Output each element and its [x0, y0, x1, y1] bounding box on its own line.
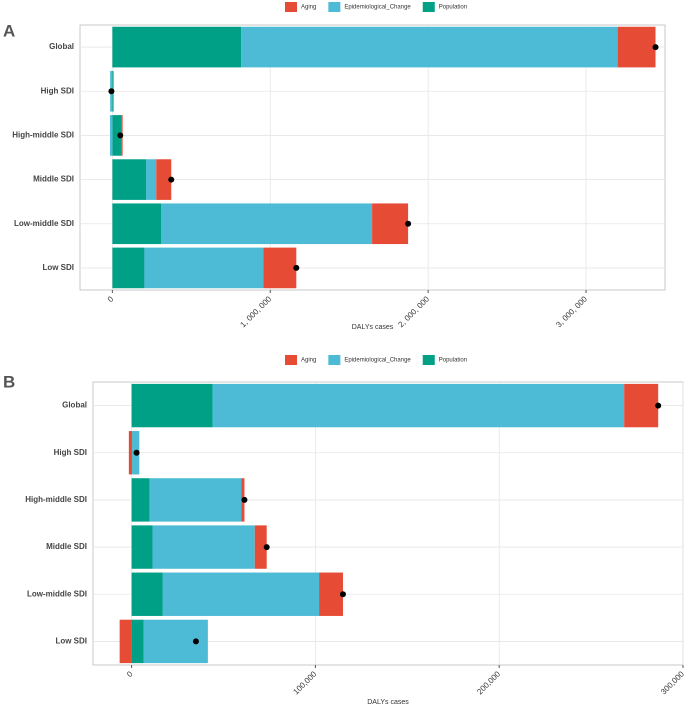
bar-segment — [161, 203, 373, 245]
bar-segment — [152, 525, 255, 569]
y-tick-label: Global — [62, 401, 87, 410]
bar-segment — [131, 431, 133, 475]
legend-swatch — [328, 2, 341, 12]
bar-segment — [156, 159, 172, 200]
x-axis-title: DALYs cases — [367, 699, 409, 706]
bar-segment — [146, 159, 157, 200]
bar-segment — [144, 247, 264, 289]
legend-swatch — [285, 355, 297, 365]
y-tick-label: High-middle SDI — [25, 495, 87, 504]
bar-segment — [112, 115, 122, 156]
legend-label: Population — [439, 358, 467, 364]
y-tick-label: Low SDI — [42, 263, 74, 272]
legend-label: Aging — [301, 5, 316, 11]
bar-segment — [131, 619, 144, 664]
bar-segment — [617, 26, 656, 68]
total-dot — [241, 496, 248, 503]
bar-segment — [241, 26, 618, 68]
bar-segment — [131, 383, 213, 428]
y-tick-label: Middle SDI — [46, 542, 87, 551]
panel-label: B — [3, 372, 15, 391]
total-dot — [117, 132, 124, 139]
bar-segment — [112, 247, 145, 289]
total-dot — [405, 220, 412, 227]
legend-swatch — [422, 2, 435, 12]
x-tick-label: 0 — [106, 294, 116, 304]
bar-segment — [112, 159, 147, 200]
bar-segment — [119, 619, 132, 664]
bar-segment — [149, 478, 242, 522]
bar-segment — [162, 572, 320, 616]
bar-segment — [131, 478, 150, 522]
total-dot — [655, 402, 662, 409]
total-dot — [108, 88, 115, 95]
legend-swatch — [422, 355, 435, 365]
bar-segment — [254, 525, 267, 569]
total-dot — [652, 44, 659, 51]
x-axis-title: DALYs cases — [352, 324, 394, 331]
panel-label: A — [3, 21, 15, 40]
legend-label: Aging — [301, 358, 316, 364]
bar-segment — [112, 203, 162, 245]
total-dot — [168, 176, 175, 183]
bar-segment — [131, 572, 163, 616]
legend-swatch — [328, 355, 341, 365]
total-dot — [133, 449, 140, 456]
x-tick-label: 100,000 — [291, 669, 318, 696]
total-dot — [293, 264, 300, 271]
bar-segment — [212, 383, 625, 428]
y-tick-label: Low-middle SDI — [27, 589, 87, 598]
y-tick-label: Global — [49, 42, 74, 51]
total-dot — [192, 638, 199, 645]
bar-segment — [110, 115, 113, 156]
y-tick-label: High-middle SDI — [12, 131, 74, 140]
bar-segment — [128, 431, 132, 475]
x-tick-label: 200,000 — [475, 669, 502, 696]
legend-swatch — [285, 2, 297, 12]
bar-segment — [131, 525, 153, 569]
plot-border — [79, 24, 666, 291]
y-tick-label: Low-middle SDI — [14, 219, 74, 228]
total-dot — [339, 591, 346, 598]
legend-label: Population — [439, 5, 467, 11]
bar-segment — [319, 572, 343, 616]
y-tick-label: High SDI — [41, 86, 74, 95]
x-tick-label: 3, 000, 000 — [554, 294, 589, 329]
bar-segment — [372, 203, 409, 245]
legend-label: Epidemiological_Change — [344, 358, 411, 364]
x-tick-label: 0 — [125, 669, 135, 679]
bar-segment — [112, 26, 242, 68]
y-tick-label: Low SDI — [55, 637, 87, 646]
legend-label: Epidemiological_Change — [344, 5, 411, 11]
bar-segment — [263, 247, 297, 289]
x-tick-label: 2, 000, 000 — [396, 294, 431, 329]
y-tick-label: Middle SDI — [33, 175, 74, 184]
x-tick-label: 300,000 — [659, 669, 685, 696]
bar-segment — [624, 383, 659, 428]
total-dot — [263, 544, 270, 551]
y-tick-label: High SDI — [54, 448, 87, 457]
x-tick-label: 1, 000, 000 — [238, 294, 273, 329]
